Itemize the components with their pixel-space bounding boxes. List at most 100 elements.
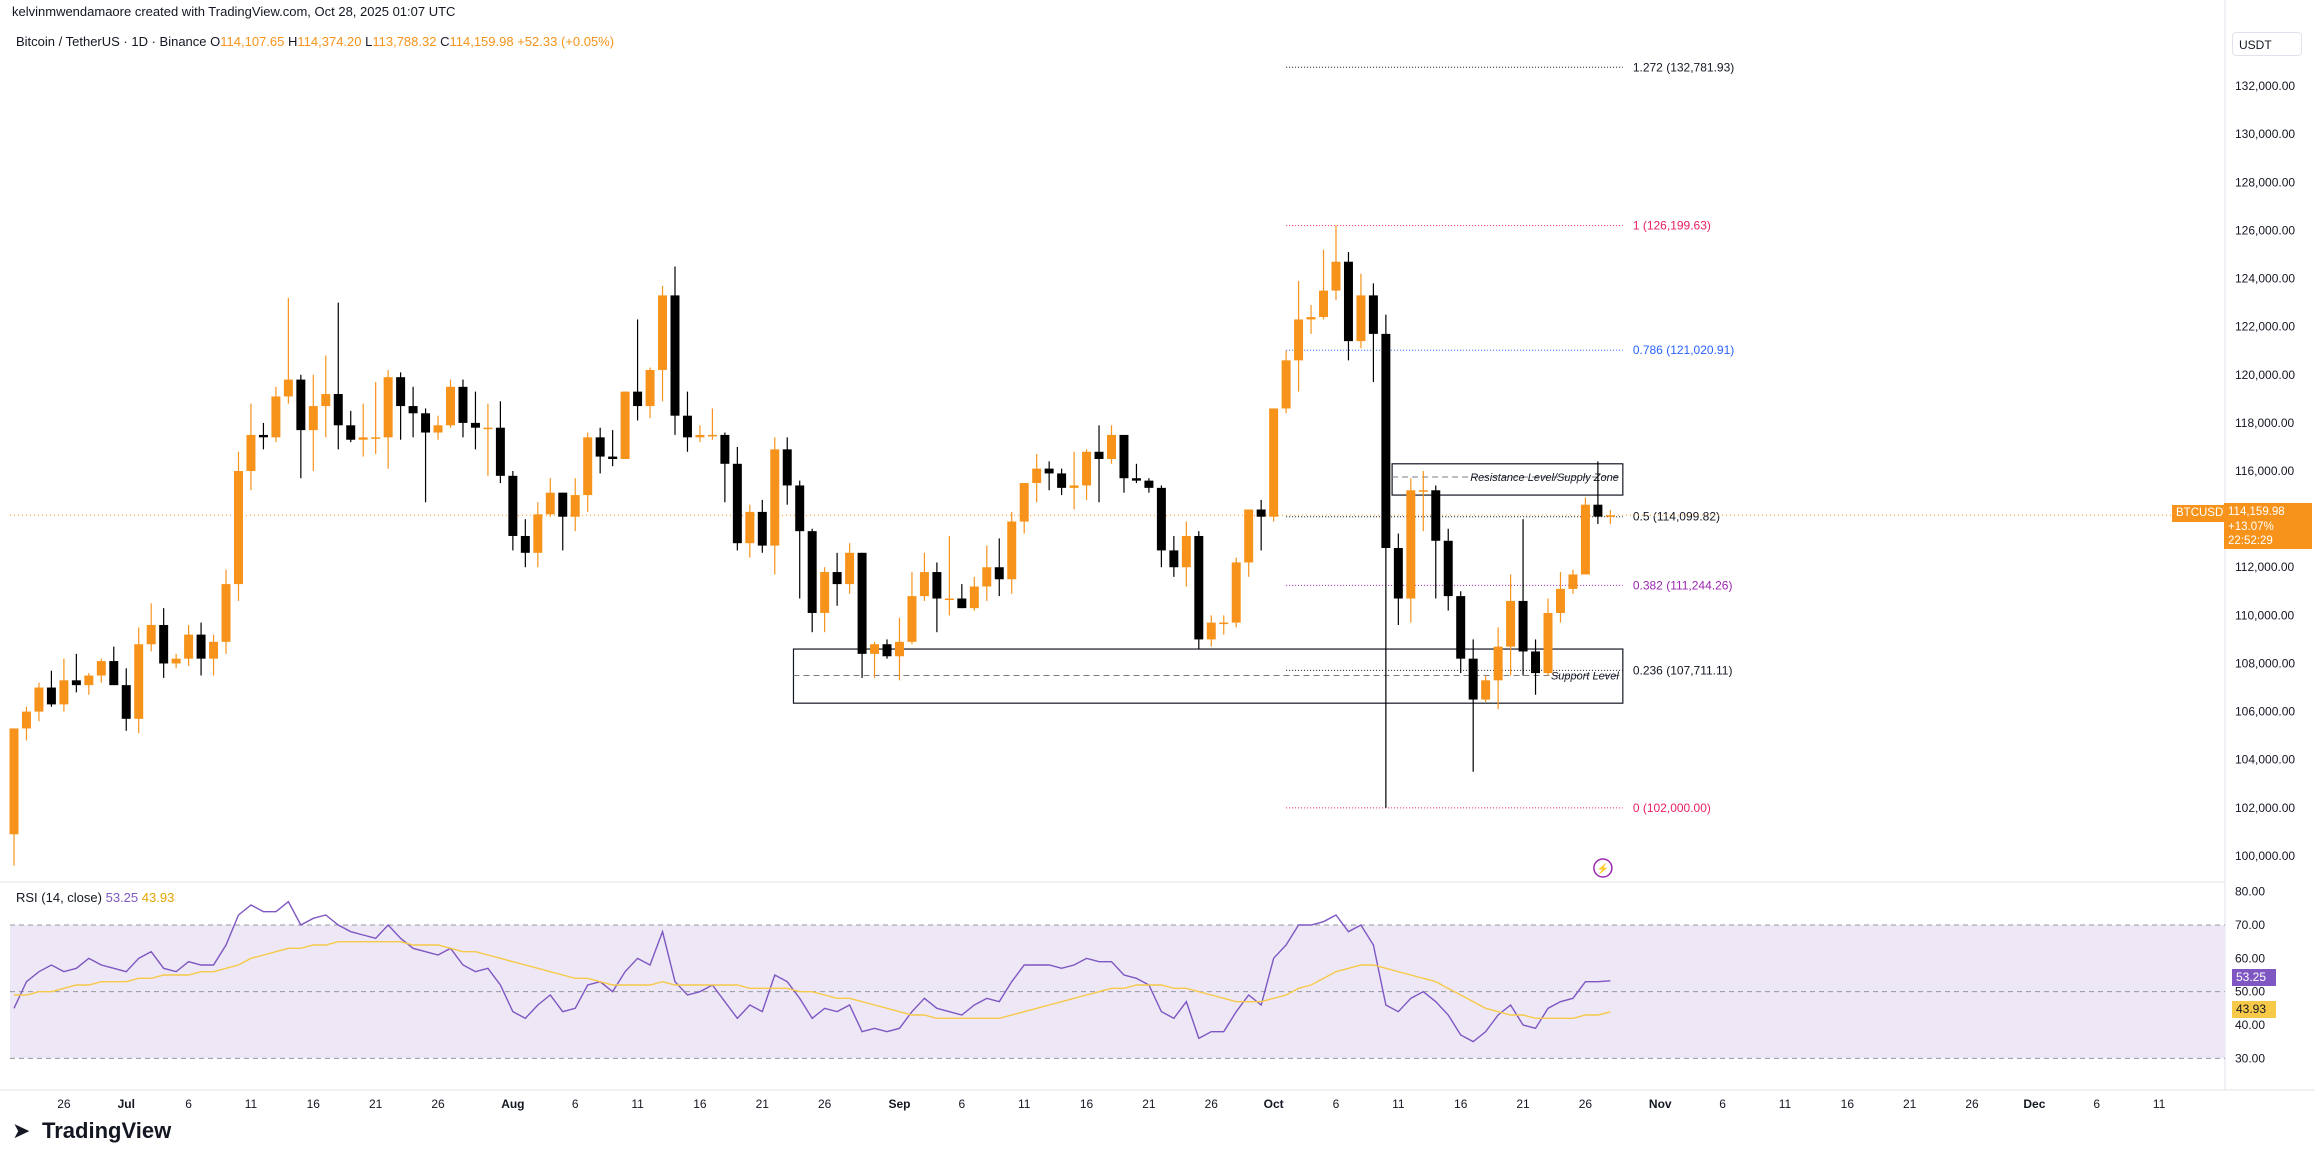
candle-body (1331, 261, 1341, 291)
fib-level-label: 1.272 (132,781.93) (1633, 60, 1734, 74)
candle-body (446, 386, 455, 426)
rsi-line (13, 900, 1611, 1043)
candle-body (1206, 622, 1216, 640)
rsi-legend-name: RSI (14, close) (16, 890, 102, 905)
x-tick-label: Aug (501, 1097, 524, 1111)
fib-level-label: 0.786 (121,020.91) (1633, 343, 1734, 357)
zone-label: Support Level (1551, 671, 1619, 683)
candle-body (333, 394, 343, 426)
candle-body (1156, 487, 1166, 551)
candle-body (1468, 658, 1478, 700)
candle-body (1194, 535, 1204, 640)
x-tick-label: 21 (1903, 1097, 1917, 1111)
rsi-y-tick-label: 40.00 (2235, 1018, 2265, 1032)
candle-body (1269, 408, 1279, 517)
candle-body (1381, 333, 1391, 548)
rsi-value-badge: 53.25 (2232, 969, 2276, 986)
candle-body (246, 434, 256, 472)
candle-body (595, 437, 605, 457)
y-tick-label: 132,000.00 (2235, 79, 2295, 93)
change-value: +52.33 (+0.05%) (517, 34, 615, 49)
candle-body (832, 572, 842, 585)
x-tick-label: 11 (1018, 1097, 1031, 1111)
candle-body (1057, 473, 1067, 488)
candle-body (458, 386, 468, 423)
x-tick-label: Jul (118, 1097, 135, 1111)
low-label: L (365, 34, 373, 49)
last-price-badge: 114,159.98 +13.07% 22:52:29 (2224, 503, 2312, 549)
candle-body (658, 295, 668, 370)
currency-button[interactable]: USDT (2232, 32, 2302, 56)
candle-body (1319, 290, 1329, 318)
candle-body (1231, 562, 1241, 623)
x-tick-label: 11 (1779, 1097, 1792, 1111)
candle-body (184, 634, 194, 659)
tradingview-logo[interactable]: ➤ TradingView (12, 1118, 171, 1144)
candle-body (121, 685, 131, 719)
candle-body (358, 437, 368, 440)
candle-body (221, 584, 231, 642)
candle-body (1443, 540, 1453, 597)
candle-body (845, 552, 855, 585)
open-value: 114,107.65 (220, 34, 285, 49)
candle-body (96, 661, 106, 676)
rsi-ma-line (14, 940, 1611, 1020)
rsi-y-tick-label: 30.00 (2235, 1051, 2265, 1065)
close-label: C (440, 34, 450, 49)
candle-body (433, 425, 443, 433)
x-tick-label: Nov (1649, 1097, 1672, 1111)
zone-box (1391, 463, 1624, 496)
candle-body (171, 658, 181, 664)
fib-level-label: 1 (126,199.63) (1633, 219, 1711, 233)
tradingview-logo-icon: ➤ (12, 1119, 31, 1144)
candle-body (1593, 504, 1603, 517)
candle-body (1069, 485, 1079, 488)
candle-body (1418, 490, 1428, 492)
attribution-text: kelvinmwendamaore created with TradingVi… (12, 4, 456, 19)
x-tick-label: 11 (245, 1097, 258, 1111)
candle-body (271, 396, 281, 438)
x-tick-label: 6 (1333, 1097, 1340, 1111)
candle-body (495, 427, 505, 476)
candle-body (633, 391, 643, 407)
x-tick-label: 6 (2093, 1097, 2100, 1111)
candle-body (807, 531, 817, 613)
candle-body (1119, 434, 1129, 479)
x-tick-label: 21 (1516, 1097, 1530, 1111)
x-tick-label: 16 (1841, 1097, 1855, 1111)
candle-body (1356, 295, 1366, 342)
fib-level-label: 0.5 (114,099.82) (1633, 510, 1720, 524)
rsi-y-tick-label: 50.00 (2235, 985, 2265, 999)
candle-body (957, 598, 967, 609)
candle-body (620, 391, 630, 459)
candle-body (1131, 478, 1141, 481)
candle-body (919, 572, 929, 597)
candle-body (545, 492, 555, 515)
low-value: 113,788.32 (372, 34, 437, 49)
x-tick-label: 11 (631, 1097, 644, 1111)
y-tick-label: 100,000.00 (2235, 849, 2295, 863)
candle-body (233, 471, 243, 585)
candle-body (645, 369, 655, 407)
high-value: 114,374.20 (297, 34, 362, 49)
candle-body (894, 641, 904, 657)
candle-body (707, 434, 717, 437)
x-tick-label: 26 (57, 1097, 71, 1111)
x-tick-label: 21 (1142, 1097, 1156, 1111)
candle-body (670, 295, 680, 416)
candle-body (1543, 612, 1553, 674)
candle-body (1568, 574, 1578, 589)
candle-body (1019, 483, 1029, 522)
x-tick-label: 11 (2153, 1097, 2166, 1111)
candle-body (209, 641, 219, 659)
candle-body (969, 586, 979, 609)
rsi-legend-value: 53.25 (105, 890, 139, 905)
candle-body (296, 379, 306, 431)
x-tick-label: 16 (307, 1097, 321, 1111)
candle-body (1281, 360, 1291, 409)
candle-body (483, 427, 493, 430)
open-label: O (210, 34, 221, 49)
candle-body (558, 492, 568, 517)
y-tick-label: 112,000.00 (2235, 560, 2294, 574)
